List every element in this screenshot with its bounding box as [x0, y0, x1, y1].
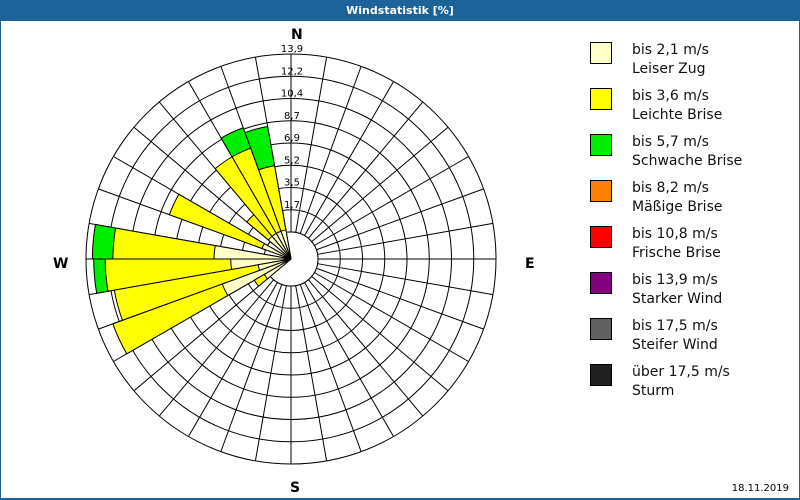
legend-item: bis 3,6 m/s Leichte Brise: [590, 88, 790, 128]
legend-item: bis 8,2 m/s Mäßige Brise: [590, 180, 790, 220]
legend-swatch: [590, 134, 612, 156]
date-label: 18.11.2019: [731, 483, 789, 494]
ring-label: 6,9: [284, 133, 300, 144]
legend-swatch: [590, 318, 612, 340]
legend-swatch: [590, 42, 612, 64]
ring-label: 10,4: [281, 89, 303, 100]
legend-name: Leichte Brise: [632, 107, 723, 123]
legend-name: Mäßige Brise: [632, 199, 723, 215]
rose-sector-segment: [263, 258, 292, 280]
rose-sector-segment: [168, 193, 292, 260]
legend-item: bis 17,5 m/s Steifer Wind: [590, 318, 790, 358]
wind-rose-chart: 1,7 3,5 5,2 6,9 8,7 10,4 12,2 13,9: [85, 44, 497, 465]
rose-sector-segment: [261, 242, 292, 260]
legend-swatch: [590, 226, 612, 248]
chart-panel: 1,7 3,5 5,2 6,9 8,7 10,4 12,2 13,9 N E S W bis …: [1, 21, 799, 498]
legend-swatch: [590, 272, 612, 294]
legend-name: Leiser Zug: [632, 61, 706, 77]
legend-swatch: [590, 364, 612, 386]
legend-swatch: [590, 88, 612, 110]
legend-item: bis 10,8 m/s Frische Brise: [590, 226, 790, 266]
grid-ring: [85, 53, 497, 465]
rose-sector-segment: [267, 235, 292, 260]
ring-label: 1,7: [284, 200, 300, 211]
ring-label: 5,2: [284, 155, 300, 166]
ring-label: 13,9: [281, 44, 303, 55]
compass-west-label: W: [53, 256, 69, 272]
window-title: Windstatistik [%]: [0, 0, 800, 21]
ring-label: 3,5: [284, 178, 300, 189]
legend-item: bis 5,7 m/s Schwache Brise: [590, 134, 790, 174]
legend-speed: bis 8,2 m/s: [632, 180, 709, 196]
legend-name: Starker Wind: [632, 291, 723, 307]
legend-speed: bis 5,7 m/s: [632, 134, 709, 150]
legend-speed: bis 10,8 m/s: [632, 226, 718, 242]
legend-speed: bis 2,1 m/s: [632, 42, 709, 58]
legend-swatch: [590, 180, 612, 202]
rose-sector-segment: [214, 156, 292, 260]
compass-south-label: S: [290, 480, 301, 496]
legend-speed: bis 3,6 m/s: [632, 88, 709, 104]
legend-item: bis 13,9 m/s Starker Wind: [590, 272, 790, 312]
compass-north-label: N: [291, 27, 303, 43]
legend-speed: bis 13,9 m/s: [632, 272, 718, 288]
ring-label: 12,2: [281, 66, 303, 77]
compass-east-label: E: [525, 256, 535, 272]
legend-item: bis 2,1 m/s Leiser Zug: [590, 42, 790, 82]
legend-speed: bis 17,5 m/s: [632, 318, 718, 334]
legend-speed: über 17,5 m/s: [632, 364, 730, 380]
legend-name: Steifer Wind: [632, 337, 718, 353]
rose-sector-segment: [221, 258, 292, 297]
legend-item: über 17,5 m/s Sturm: [590, 364, 790, 404]
legend-name: Schwache Brise: [632, 153, 743, 169]
legend-name: Frische Brise: [632, 245, 721, 261]
legend-name: Sturm: [632, 383, 675, 399]
ring-label: 8,7: [284, 111, 300, 122]
